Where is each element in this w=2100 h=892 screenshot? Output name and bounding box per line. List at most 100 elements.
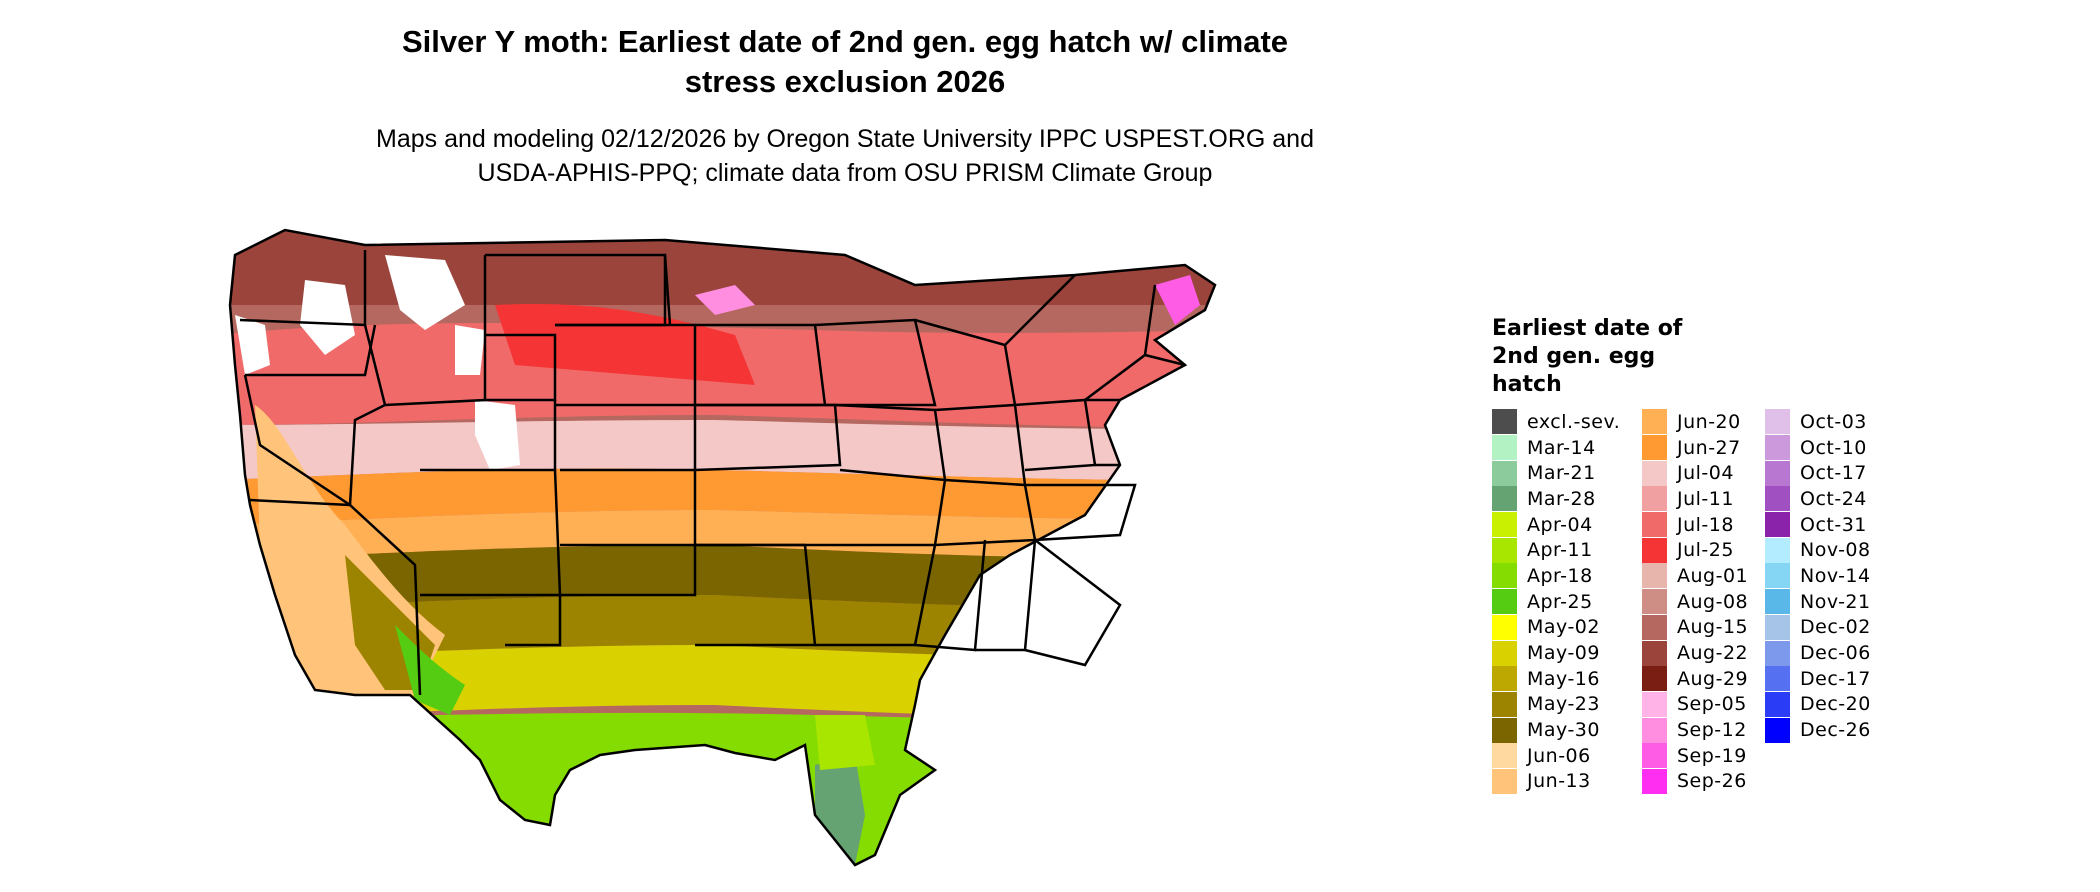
legend-swatch bbox=[1765, 717, 1790, 743]
legend-label: Nov-08 bbox=[1800, 539, 1871, 562]
legend-items: excl.-sev. Mar-14 Mar-21 Mar-28 Apr-04 Apr-11… bbox=[1492, 409, 1905, 794]
legend-label: Apr-18 bbox=[1527, 564, 1593, 587]
legend-label: Jul-25 bbox=[1677, 539, 1734, 562]
legend-swatch bbox=[1765, 614, 1790, 640]
legend-swatch bbox=[1642, 768, 1667, 794]
legend-label: Oct-31 bbox=[1800, 513, 1867, 536]
legend-item: Nov-08 bbox=[1765, 537, 1905, 563]
legend-item: Oct-31 bbox=[1765, 512, 1905, 538]
legend-swatch bbox=[1765, 486, 1790, 512]
legend-item: Oct-10 bbox=[1765, 435, 1905, 461]
legend-swatch bbox=[1642, 409, 1667, 435]
legend-item: Apr-11 bbox=[1492, 537, 1642, 563]
legend-label: May-30 bbox=[1527, 719, 1600, 742]
legend-swatch bbox=[1492, 486, 1517, 512]
legend-label: Oct-03 bbox=[1800, 410, 1867, 433]
legend-label: Dec-26 bbox=[1800, 719, 1871, 742]
legend-label: Aug-15 bbox=[1677, 616, 1749, 639]
legend-label: Sep-05 bbox=[1677, 693, 1747, 716]
legend-item: Jul-11 bbox=[1642, 486, 1765, 512]
legend-swatch bbox=[1765, 589, 1790, 615]
legend-item: May-02 bbox=[1492, 614, 1642, 641]
legend-swatch bbox=[1642, 640, 1667, 666]
legend-label: Apr-25 bbox=[1527, 590, 1593, 613]
legend-item: Dec-26 bbox=[1765, 717, 1905, 743]
legend-title: Earliest date of 2nd gen. egg hatch bbox=[1492, 316, 1683, 397]
legend-swatch bbox=[1492, 640, 1517, 666]
legend-label: Dec-06 bbox=[1800, 642, 1871, 665]
legend-label: Oct-17 bbox=[1800, 462, 1867, 485]
legend-label: Nov-21 bbox=[1800, 590, 1871, 613]
legend-item: May-23 bbox=[1492, 691, 1642, 718]
legend-item: Apr-04 bbox=[1492, 512, 1642, 538]
map-title: Silver Y moth: Earliest date of 2nd gen.… bbox=[260, 22, 1430, 102]
legend-item: May-09 bbox=[1492, 640, 1642, 666]
legend-item: Mar-14 bbox=[1492, 435, 1642, 461]
legend-label: May-16 bbox=[1527, 667, 1600, 690]
legend-item: Jun-27 bbox=[1642, 435, 1765, 461]
legend-label: Sep-19 bbox=[1677, 744, 1747, 767]
legend-item: excl.-sev. bbox=[1492, 409, 1642, 435]
legend-item: Dec-17 bbox=[1765, 666, 1905, 692]
legend-label: May-09 bbox=[1527, 642, 1600, 665]
legend-label: Jun-13 bbox=[1527, 770, 1591, 793]
legend-label: Apr-04 bbox=[1527, 513, 1593, 536]
legend-swatch bbox=[1642, 537, 1667, 563]
map-subtitle: Maps and modeling 02/12/2026 by Oregon S… bbox=[260, 122, 1430, 190]
conus-egg-hatch-map bbox=[228, 228, 1217, 867]
legend-item: Apr-18 bbox=[1492, 563, 1642, 589]
legend-swatch bbox=[1642, 486, 1667, 512]
legend-label: Mar-21 bbox=[1527, 462, 1596, 485]
legend-item: May-16 bbox=[1492, 666, 1642, 692]
map-title-line-2: stress exclusion 2026 bbox=[684, 64, 1006, 99]
map-subtitle-line-2: USDA-APHIS-PPQ; climate data from OSU PR… bbox=[477, 159, 1213, 187]
legend-item: Oct-17 bbox=[1765, 460, 1905, 486]
legend-item: Sep-19 bbox=[1642, 743, 1765, 769]
legend-item: Dec-06 bbox=[1765, 640, 1905, 666]
legend-swatch bbox=[1765, 409, 1790, 435]
legend-label: Jul-11 bbox=[1677, 487, 1734, 510]
legend-swatch bbox=[1765, 691, 1790, 717]
legend-swatch bbox=[1765, 666, 1790, 692]
legend-item: Oct-24 bbox=[1765, 486, 1905, 512]
legend-swatch bbox=[1492, 614, 1517, 640]
legend-item: Sep-12 bbox=[1642, 717, 1765, 743]
legend-label: excl.-sev. bbox=[1527, 410, 1621, 433]
legend-item: Nov-14 bbox=[1765, 563, 1905, 589]
legend-label: Aug-08 bbox=[1677, 590, 1749, 613]
legend-label: Sep-26 bbox=[1677, 770, 1747, 793]
legend-item: May-30 bbox=[1492, 717, 1642, 743]
legend-swatch bbox=[1765, 435, 1790, 461]
legend-item: Jul-25 bbox=[1642, 537, 1765, 563]
legend-swatch bbox=[1492, 691, 1517, 717]
legend-label: Dec-17 bbox=[1800, 667, 1871, 690]
legend-item: Mar-28 bbox=[1492, 486, 1642, 512]
legend-item: Jul-18 bbox=[1642, 512, 1765, 538]
legend-swatch bbox=[1642, 512, 1667, 538]
legend-item: Aug-08 bbox=[1642, 589, 1765, 615]
legend-label: Jul-04 bbox=[1677, 462, 1734, 485]
legend-swatch bbox=[1642, 666, 1667, 692]
legend-label: Mar-14 bbox=[1527, 436, 1596, 459]
legend-swatch bbox=[1492, 768, 1517, 794]
legend-swatch bbox=[1492, 537, 1517, 563]
legend-label: Jun-20 bbox=[1677, 410, 1741, 433]
legend-swatch bbox=[1492, 666, 1517, 692]
legend-item: Dec-02 bbox=[1765, 614, 1905, 641]
map-title-line-1: Silver Y moth: Earliest date of 2nd gen.… bbox=[401, 24, 1289, 59]
legend-item: Jun-13 bbox=[1492, 768, 1642, 795]
legend-item: Sep-26 bbox=[1642, 768, 1765, 795]
legend-item: Jul-04 bbox=[1642, 460, 1765, 486]
legend-item: Jun-20 bbox=[1642, 409, 1765, 435]
legend-label: Dec-20 bbox=[1800, 693, 1871, 716]
legend-swatch bbox=[1492, 717, 1517, 743]
legend-label: Aug-22 bbox=[1677, 642, 1749, 665]
legend-item: Aug-01 bbox=[1642, 563, 1765, 589]
legend-swatch bbox=[1492, 563, 1517, 589]
legend-label: Sep-12 bbox=[1677, 719, 1747, 742]
legend-item: Dec-20 bbox=[1765, 691, 1905, 718]
legend-label: Jun-27 bbox=[1677, 436, 1741, 459]
legend-swatch bbox=[1765, 640, 1790, 666]
legend-swatch bbox=[1765, 537, 1790, 563]
legend-swatch bbox=[1492, 512, 1517, 538]
